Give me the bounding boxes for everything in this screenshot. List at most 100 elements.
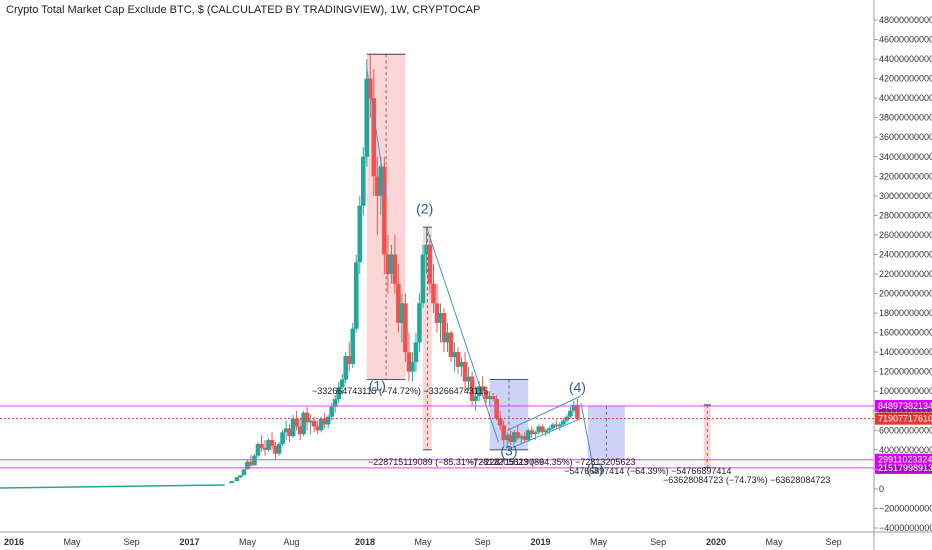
candle-body — [420, 254, 426, 304]
candle-body — [318, 418, 324, 431]
candle-body — [287, 428, 292, 437]
x-tick-label: 2019 — [531, 537, 551, 547]
x-tick-label: Sep — [475, 537, 491, 547]
candle-body — [525, 430, 531, 441]
candle-body — [301, 412, 306, 435]
candle-body — [322, 418, 327, 425]
candle-body — [466, 376, 471, 382]
candle-body — [476, 386, 482, 397]
y-tick-label: 140000000000 — [879, 347, 932, 357]
level-label: 21517998913 — [878, 463, 932, 473]
candle-body — [455, 352, 461, 367]
candle-body — [315, 426, 320, 431]
candle-body — [304, 412, 310, 423]
candle-body — [325, 416, 331, 425]
candle-body — [406, 352, 412, 372]
measure-box-2 — [422, 227, 432, 450]
candle-body — [329, 406, 334, 417]
y-tick-label: 460000000000 — [879, 35, 932, 45]
x-tick-label: Aug — [283, 537, 299, 547]
candle-body — [431, 283, 436, 304]
candle-body — [262, 447, 268, 450]
candle-body — [575, 404, 580, 419]
candle-body — [550, 424, 556, 429]
wave-label: (4) — [569, 379, 586, 395]
candle-body — [543, 430, 549, 433]
candle-body — [297, 426, 303, 435]
y-tick-label: 240000000000 — [879, 249, 932, 259]
candle-body — [438, 313, 443, 323]
level-label-bg — [875, 461, 932, 474]
candle-body — [483, 391, 489, 400]
chart-title: Crypto Total Market Cap Exclude BTC, $ (… — [6, 4, 481, 16]
candle-body — [357, 205, 363, 263]
x-tick-label: Sep — [124, 537, 140, 547]
candle-body — [424, 244, 429, 255]
measure-annotation: −228715119089 (−85.31%) −228715119089 — [368, 457, 544, 467]
trend-line — [507, 418, 582, 451]
candle-body — [448, 332, 454, 358]
candle-body — [332, 399, 338, 407]
candle-body — [311, 420, 317, 427]
y-tick-label: 120000000000 — [879, 367, 932, 377]
candle-body — [371, 98, 377, 177]
y-tick-label: −40000000000 — [879, 523, 932, 533]
y-tick-label: 480000000000 — [879, 15, 932, 25]
candle-body — [245, 461, 250, 470]
candle-body — [494, 399, 499, 419]
candle-body — [360, 156, 366, 206]
wave-label: (2) — [416, 200, 433, 216]
candle-body — [445, 332, 450, 343]
candle-body — [568, 410, 573, 417]
y-tick-label: 180000000000 — [879, 308, 932, 318]
level-label: 84897382134 — [878, 401, 932, 411]
candle-body — [529, 430, 535, 435]
candle-body — [564, 416, 570, 421]
candle-body — [336, 387, 342, 400]
y-tick-label: 220000000000 — [879, 269, 932, 279]
candle-body — [515, 432, 521, 439]
candle-body — [350, 328, 356, 364]
candle-body — [452, 352, 457, 358]
candle-body — [385, 254, 391, 274]
candle-body — [480, 386, 485, 392]
x-tick-label: Sep — [650, 537, 666, 547]
candle-body — [396, 283, 401, 323]
y-tick-label: 280000000000 — [879, 210, 932, 220]
candle-body — [290, 418, 296, 437]
x-tick-label: 2017 — [180, 537, 200, 547]
y-tick-label: −20000000000 — [879, 503, 932, 513]
candle-body — [259, 443, 264, 448]
y-tick-label: 440000000000 — [879, 54, 932, 64]
level-label-bg — [875, 399, 932, 412]
candle-body — [417, 303, 422, 343]
candle-body — [469, 376, 475, 401]
measure-annotation: −332664743115 (−74.72%) −332664743115 — [312, 386, 488, 396]
candle-body — [504, 435, 510, 441]
candle-body — [473, 396, 478, 401]
flat-price-line — [0, 484, 225, 489]
candle-body — [522, 436, 528, 441]
candle-body — [382, 166, 387, 255]
candle-body — [238, 475, 243, 478]
measure-annotation: −63628084723 (−74.73%) −63628084723 — [663, 475, 830, 485]
y-tick-label: 80000000000 — [879, 406, 932, 416]
candle-body — [511, 432, 517, 443]
level-label: 71907717610 — [878, 414, 932, 424]
candle-body — [540, 426, 545, 433]
candle-body — [389, 254, 394, 274]
measure-annotation: −54766897414 (−64.39%) −54766897414 — [564, 466, 731, 476]
x-tick-label: May — [63, 537, 81, 547]
candle-body — [427, 244, 433, 284]
candle-body — [269, 440, 275, 446]
y-tick-label: 100000000000 — [879, 386, 932, 396]
x-tick-label: May — [590, 537, 608, 547]
x-tick-label: 2016 — [4, 537, 24, 547]
candle-body — [273, 445, 278, 454]
candle-body — [490, 396, 496, 400]
candle-body — [554, 424, 559, 427]
candle-body — [557, 424, 563, 427]
candle-body — [375, 176, 380, 196]
